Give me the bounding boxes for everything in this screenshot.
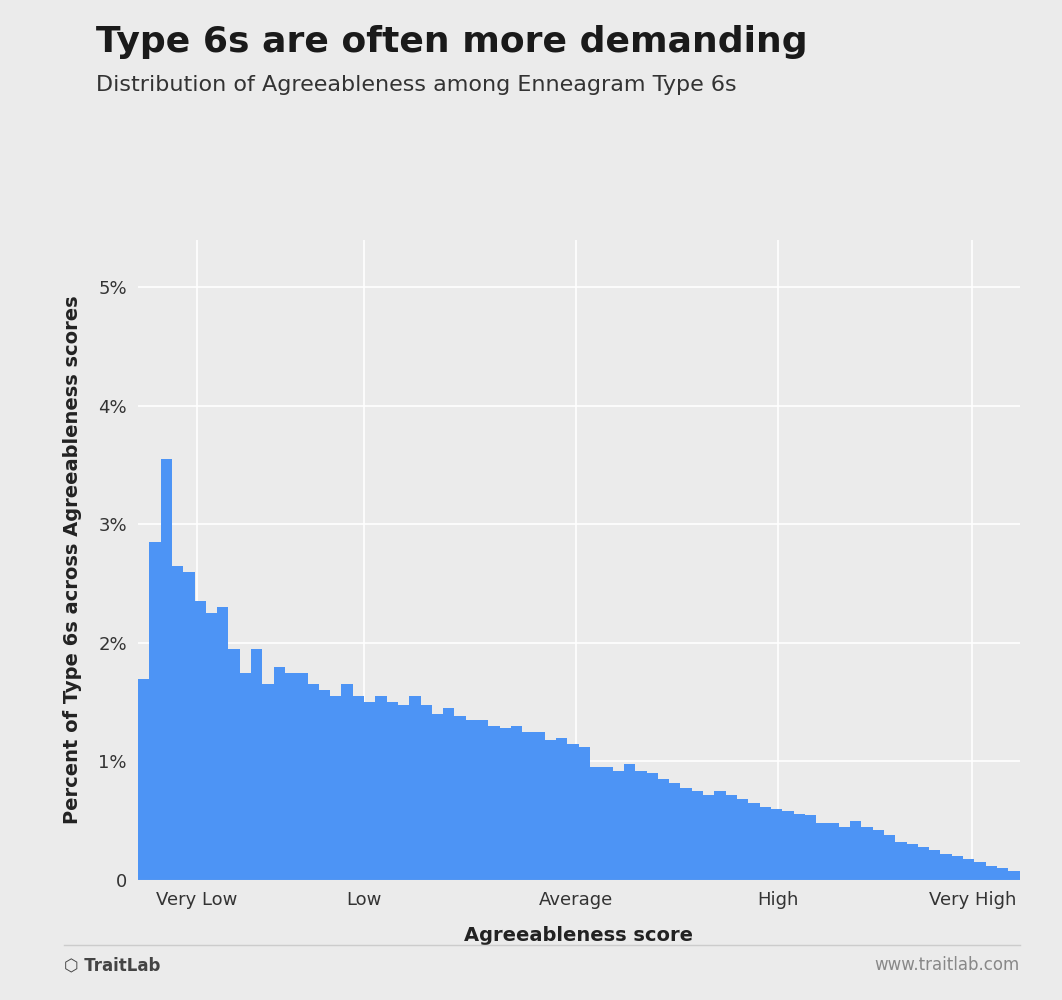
Bar [941, 854, 952, 880]
Bar [466, 720, 477, 880]
Bar [929, 850, 941, 880]
Bar [455, 716, 466, 880]
Bar [624, 764, 635, 880]
Bar [601, 767, 613, 880]
Bar [387, 702, 398, 880]
Bar [228, 649, 240, 880]
Bar [308, 684, 319, 880]
Bar [783, 811, 793, 880]
Bar [150, 542, 160, 880]
Bar [330, 696, 342, 880]
Bar [432, 714, 443, 880]
Bar [657, 779, 669, 880]
Bar [160, 459, 172, 880]
Bar [240, 673, 251, 880]
Bar [319, 690, 330, 880]
Bar [194, 601, 206, 880]
Bar [477, 720, 489, 880]
Y-axis label: Percent of Type 6s across Agreeableness scores: Percent of Type 6s across Agreeableness … [63, 296, 82, 824]
Bar [647, 773, 657, 880]
Bar [353, 696, 364, 880]
Bar [443, 708, 455, 880]
Bar [262, 684, 274, 880]
Bar [986, 866, 997, 880]
Bar [816, 823, 827, 880]
Bar [873, 830, 884, 880]
Bar [793, 814, 805, 880]
Bar [523, 732, 533, 880]
Bar [715, 791, 725, 880]
Bar [251, 649, 262, 880]
Bar [1008, 871, 1020, 880]
Text: Distribution of Agreeableness among Enneagram Type 6s: Distribution of Agreeableness among Enne… [96, 75, 736, 95]
Bar [827, 823, 839, 880]
Bar [364, 702, 375, 880]
Text: Type 6s are often more demanding: Type 6s are often more demanding [96, 25, 807, 59]
Bar [952, 856, 963, 880]
Bar [206, 613, 217, 880]
Bar [895, 842, 907, 880]
Text: ⬡ TraitLab: ⬡ TraitLab [64, 956, 160, 974]
Bar [759, 807, 771, 880]
Bar [217, 607, 228, 880]
Bar [421, 705, 432, 880]
Bar [375, 696, 387, 880]
Bar [749, 803, 759, 880]
Bar [579, 747, 590, 880]
Bar [635, 771, 647, 880]
Bar [681, 788, 691, 880]
Bar [613, 771, 624, 880]
Bar [918, 847, 929, 880]
Bar [907, 844, 918, 880]
Bar [285, 673, 296, 880]
Bar [590, 767, 601, 880]
Bar [138, 679, 150, 880]
Bar [184, 572, 194, 880]
Bar [691, 791, 703, 880]
Bar [963, 859, 974, 880]
Bar [500, 728, 511, 880]
Bar [398, 705, 409, 880]
Bar [342, 684, 353, 880]
Bar [997, 868, 1008, 880]
Bar [805, 815, 816, 880]
Bar [974, 862, 986, 880]
Text: www.traitlab.com: www.traitlab.com [874, 956, 1020, 974]
Bar [172, 566, 184, 880]
Bar [274, 667, 285, 880]
Bar [533, 732, 545, 880]
Bar [703, 795, 715, 880]
Bar [296, 673, 308, 880]
Bar [409, 696, 421, 880]
Bar [489, 726, 500, 880]
Bar [725, 795, 737, 880]
Bar [737, 799, 749, 880]
Bar [884, 835, 895, 880]
Bar [511, 726, 523, 880]
Bar [556, 738, 567, 880]
Bar [839, 827, 850, 880]
Bar [771, 809, 783, 880]
Bar [567, 744, 579, 880]
Bar [545, 740, 556, 880]
Bar [861, 827, 873, 880]
Bar [669, 783, 681, 880]
Bar [850, 821, 861, 880]
X-axis label: Agreeableness score: Agreeableness score [464, 926, 693, 945]
